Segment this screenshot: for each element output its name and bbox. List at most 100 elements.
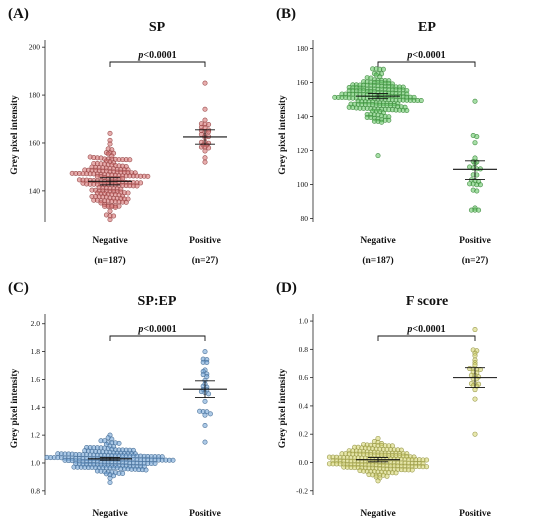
y-tick-label: 1.6: [31, 375, 41, 384]
data-point: [107, 217, 113, 223]
data-point: [152, 461, 158, 467]
y-tick-label: 180: [29, 91, 41, 100]
data-point: [379, 119, 385, 125]
data-point: [424, 457, 430, 463]
panel-d: (D) F score -0.2 0.0 0.2 0.4 0.6 0.8 1.0 Grey pix…: [276, 280, 497, 529]
panel-letter: (C): [8, 280, 29, 296]
data-point: [202, 148, 208, 154]
data-point: [472, 396, 478, 402]
data-point: [202, 349, 208, 355]
data-point: [384, 473, 390, 479]
data-point: [112, 204, 118, 210]
data-point: [472, 140, 478, 146]
data-point: [202, 439, 208, 445]
y-tick-label: 200: [29, 43, 41, 52]
count-label: (n=187): [94, 255, 125, 266]
data-point: [207, 411, 213, 417]
data-point: [145, 173, 151, 179]
data-point: [120, 470, 126, 476]
y-tick-label: 100: [297, 180, 309, 189]
data-point: [134, 183, 140, 189]
y-tick-label: 120: [297, 146, 309, 155]
data-point: [202, 159, 208, 165]
data-point: [123, 199, 129, 205]
y-tick-label: 1.2: [31, 431, 41, 440]
y-axis-label: Grey pixel intensity: [278, 95, 288, 175]
data-point: [375, 153, 381, 159]
data-point: [206, 145, 212, 151]
significance-bracket: [109, 61, 206, 67]
data-point: [107, 479, 113, 485]
y-tick-label: 1.0: [299, 317, 309, 326]
data-point: [202, 155, 208, 161]
y-tick-label: 0.4: [299, 401, 309, 410]
data-point: [380, 66, 386, 72]
significance-bracket: [109, 335, 206, 341]
panel-title: SP: [149, 20, 166, 35]
y-tick-label: 1.4: [31, 403, 41, 412]
panel-title: EP: [418, 20, 436, 35]
category-label: Positive: [459, 509, 491, 519]
panel-letter: (B): [276, 6, 296, 22]
data-point: [474, 188, 480, 194]
data-point: [105, 151, 111, 157]
y-tick-label: -0.2: [296, 486, 308, 495]
data-point: [386, 117, 392, 123]
data-point: [472, 353, 478, 359]
y-tick-label: 160: [297, 78, 309, 87]
category-label: Negative: [360, 236, 395, 246]
y-axis-label: Grey pixel intensity: [278, 368, 288, 448]
count-label: (n=187): [362, 255, 393, 266]
data-point: [138, 180, 144, 186]
data-point: [206, 122, 212, 128]
y-tick-label: 0.0: [299, 458, 309, 467]
significance-label: p<0.0001: [137, 50, 176, 61]
y-tick-label: 140: [29, 186, 41, 195]
y-tick-label: 2.0: [31, 319, 41, 328]
data-point: [111, 473, 117, 479]
data-point: [204, 360, 210, 366]
data-point: [107, 141, 113, 147]
data-point: [202, 412, 208, 418]
y-tick-label: 0.6: [299, 373, 309, 382]
y-tick-label: 180: [297, 44, 309, 53]
y-tick-label: 0.2: [299, 430, 309, 439]
category-label: Positive: [189, 509, 221, 519]
panel-b: (B) EP 80 100 120 140 160 180 Grey pixel intensi…: [276, 6, 497, 266]
panel-c: (C) SP:EP 0.8 1.0 1.2 1.4 1.6 1.8 2.0 Grey pixel …: [8, 280, 227, 529]
y-tick-label: 0.8: [299, 345, 309, 354]
data-point: [477, 182, 483, 188]
category-label: Negative: [92, 236, 127, 246]
data-point: [476, 207, 482, 213]
panel-a: (A) SP 140 160 180 200 Grey pixel intensity Neg…: [8, 6, 227, 266]
data-point: [393, 470, 399, 476]
y-tick-label: 0.8: [31, 486, 41, 495]
data-point: [472, 431, 478, 437]
panel-letter: (D): [276, 280, 297, 296]
data-point: [111, 213, 117, 219]
y-axis-label: Grey pixel intensity: [10, 368, 20, 448]
count-label: (n=27): [192, 255, 219, 266]
significance-label: p<0.0001: [137, 324, 176, 335]
category-label: Positive: [459, 236, 491, 246]
data-point: [472, 98, 478, 104]
data-point: [202, 398, 208, 404]
y-tick-label: 1.8: [31, 347, 41, 356]
y-tick-label: 1.0: [31, 458, 41, 467]
significance-bracket: [377, 335, 476, 341]
panel-title: F score: [406, 294, 448, 309]
data-point: [202, 106, 208, 112]
data-point: [472, 327, 478, 333]
category-label: Positive: [189, 236, 221, 246]
panel-letter: (A): [8, 6, 29, 22]
y-axis-label: Grey pixel intensity: [10, 95, 20, 175]
data-point: [125, 190, 131, 196]
data-point: [424, 464, 430, 470]
y-tick-label: 80: [301, 214, 309, 223]
data-point: [127, 157, 133, 163]
significance-label: p<0.0001: [406, 50, 445, 61]
data-point: [107, 475, 113, 481]
data-point: [170, 457, 176, 463]
data-point: [206, 391, 212, 397]
